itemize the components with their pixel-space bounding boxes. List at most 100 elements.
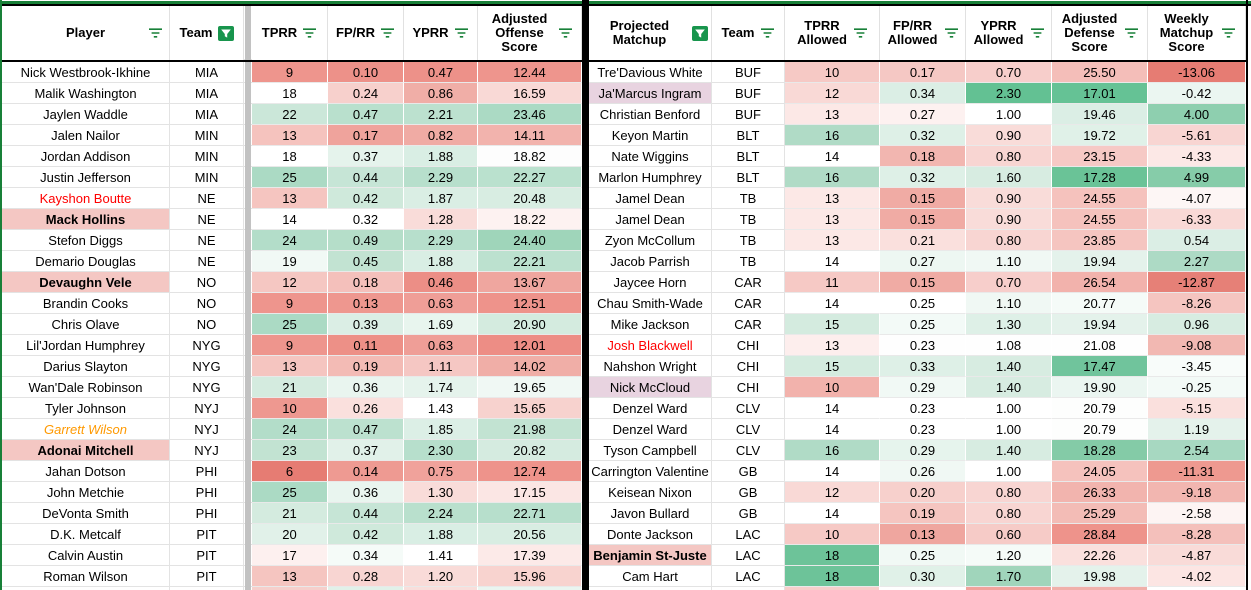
team-cell[interactable]: MIN xyxy=(170,146,244,167)
stat-cell[interactable]: 0.26 xyxy=(328,398,404,419)
stat-cell[interactable]: 12 xyxy=(785,83,880,104)
stat-cell[interactable]: 25 xyxy=(252,167,328,188)
header-fprr[interactable]: FP/RR xyxy=(328,6,404,60)
team-cell[interactable]: NO xyxy=(170,293,244,314)
stat-cell[interactable]: 17.01 xyxy=(1052,83,1148,104)
team-cell[interactable]: NYG xyxy=(170,377,244,398)
stat-cell[interactable]: 0.47 xyxy=(328,419,404,440)
player-name-cell[interactable]: Jamel Dean xyxy=(589,209,712,230)
stat-cell[interactable]: 28.84 xyxy=(1052,524,1148,545)
player-name-cell[interactable] xyxy=(2,587,170,590)
stat-cell[interactable] xyxy=(252,587,328,590)
stat-cell[interactable]: -13.06 xyxy=(1148,62,1246,83)
stat-cell[interactable]: 25.29 xyxy=(1052,503,1148,524)
stat-cell[interactable]: 20.56 xyxy=(478,524,582,545)
stat-cell[interactable]: -12.87 xyxy=(1148,272,1246,293)
stat-cell[interactable]: 0.80 xyxy=(966,230,1052,251)
player-name-cell[interactable]: Demario Douglas xyxy=(2,251,170,272)
stat-cell[interactable]: 9 xyxy=(252,335,328,356)
stat-cell[interactable]: 0.60 xyxy=(966,524,1052,545)
stat-cell[interactable]: 0.26 xyxy=(880,461,966,482)
team-cell[interactable]: PHI xyxy=(170,503,244,524)
stat-cell[interactable]: -6.33 xyxy=(1148,209,1246,230)
stat-cell[interactable]: 0.63 xyxy=(404,293,478,314)
stat-cell[interactable]: 19.46 xyxy=(1052,104,1148,125)
stat-cell[interactable]: 0.27 xyxy=(880,104,966,125)
header-tprr-allowed[interactable]: TPRR Allowed xyxy=(785,6,880,60)
stat-cell[interactable]: 0.24 xyxy=(328,83,404,104)
stat-cell[interactable]: 0.90 xyxy=(966,125,1052,146)
team-cell[interactable]: BUF xyxy=(712,62,785,83)
stat-cell[interactable]: 0.29 xyxy=(880,440,966,461)
stat-cell[interactable]: 0.86 xyxy=(404,83,478,104)
stat-cell[interactable]: -4.87 xyxy=(1148,545,1246,566)
stat-cell[interactable]: 20.82 xyxy=(478,440,582,461)
stat-cell[interactable]: 13 xyxy=(252,566,328,587)
player-name-cell[interactable]: Kayshon Boutte xyxy=(2,188,170,209)
stat-cell[interactable]: 12.01 xyxy=(478,335,582,356)
stat-cell[interactable]: 0.32 xyxy=(880,125,966,146)
header-def-team[interactable]: Team xyxy=(712,6,785,60)
filter-lines-icon[interactable] xyxy=(1124,27,1139,39)
player-name-cell[interactable]: Mack Hollins xyxy=(2,209,170,230)
stat-cell[interactable]: 1.43 xyxy=(404,398,478,419)
team-cell[interactable]: LAC xyxy=(712,545,785,566)
player-name-cell[interactable]: John Metchie xyxy=(2,482,170,503)
stat-cell[interactable]: 20.48 xyxy=(478,188,582,209)
header-yprr[interactable]: YPRR xyxy=(404,6,478,60)
stat-cell[interactable]: 22.71 xyxy=(478,503,582,524)
header-adjusted-defense-score[interactable]: Adjusted Defense Score xyxy=(1052,6,1148,60)
stat-cell[interactable]: 14.02 xyxy=(478,356,582,377)
team-cell[interactable]: CAR xyxy=(712,293,785,314)
team-cell[interactable]: MIA xyxy=(170,83,244,104)
stat-cell[interactable]: 2.30 xyxy=(966,83,1052,104)
stat-cell[interactable]: 14.11 xyxy=(478,125,582,146)
stat-cell[interactable]: 1.28 xyxy=(404,209,478,230)
team-cell[interactable] xyxy=(712,587,785,590)
filter-filled-icon[interactable] xyxy=(692,25,708,41)
stat-cell[interactable]: 13 xyxy=(785,188,880,209)
team-cell[interactable]: MIN xyxy=(170,167,244,188)
player-name-cell[interactable]: Roman Wilson xyxy=(2,566,170,587)
stat-cell[interactable]: 17 xyxy=(252,545,328,566)
stat-cell[interactable]: 0.13 xyxy=(328,293,404,314)
stat-cell[interactable]: 2.29 xyxy=(404,167,478,188)
stat-cell[interactable]: 20.79 xyxy=(1052,398,1148,419)
team-cell[interactable]: NYJ xyxy=(170,440,244,461)
stat-cell[interactable]: 21.08 xyxy=(1052,335,1148,356)
stat-cell[interactable]: 16 xyxy=(785,125,880,146)
stat-cell[interactable]: 22.27 xyxy=(478,167,582,188)
team-cell[interactable]: GB xyxy=(712,503,785,524)
stat-cell[interactable]: -0.42 xyxy=(1148,83,1246,104)
team-cell[interactable]: PIT xyxy=(170,566,244,587)
stat-cell[interactable]: 13 xyxy=(252,356,328,377)
stat-cell[interactable]: 9 xyxy=(252,293,328,314)
stat-cell[interactable]: -5.61 xyxy=(1148,125,1246,146)
player-name-cell[interactable]: Benjamin St-Juste xyxy=(589,545,712,566)
stat-cell[interactable]: 1.00 xyxy=(966,461,1052,482)
player-name-cell[interactable]: Justin Jefferson xyxy=(2,167,170,188)
stat-cell[interactable]: 2.30 xyxy=(404,440,478,461)
team-cell[interactable]: CHI xyxy=(712,335,785,356)
team-cell[interactable]: NYJ xyxy=(170,419,244,440)
stat-cell[interactable]: 0.46 xyxy=(404,272,478,293)
stat-cell[interactable]: 12 xyxy=(785,482,880,503)
player-name-cell[interactable]: Carrington Valentine xyxy=(589,461,712,482)
player-name-cell[interactable]: Tyler Johnson xyxy=(2,398,170,419)
stat-cell[interactable]: 1.19 xyxy=(1148,419,1246,440)
team-cell[interactable]: CHI xyxy=(712,377,785,398)
stat-cell[interactable]: 23.15 xyxy=(1052,146,1148,167)
team-cell[interactable]: LAC xyxy=(712,566,785,587)
player-name-cell[interactable]: Denzel Ward xyxy=(589,419,712,440)
stat-cell[interactable]: -3.45 xyxy=(1148,356,1246,377)
stat-cell[interactable]: 1.88 xyxy=(404,251,478,272)
stat-cell[interactable]: 13 xyxy=(785,209,880,230)
player-name-cell[interactable]: Calvin Austin xyxy=(2,545,170,566)
stat-cell[interactable]: 18.28 xyxy=(1052,440,1148,461)
stat-cell[interactable]: 18 xyxy=(785,566,880,587)
stat-cell[interactable]: 1.30 xyxy=(966,314,1052,335)
player-name-cell[interactable]: Cam Hart xyxy=(589,566,712,587)
stat-cell[interactable] xyxy=(880,587,966,590)
player-name-cell[interactable]: Zyon McCollum xyxy=(589,230,712,251)
stat-cell[interactable]: 13 xyxy=(785,335,880,356)
